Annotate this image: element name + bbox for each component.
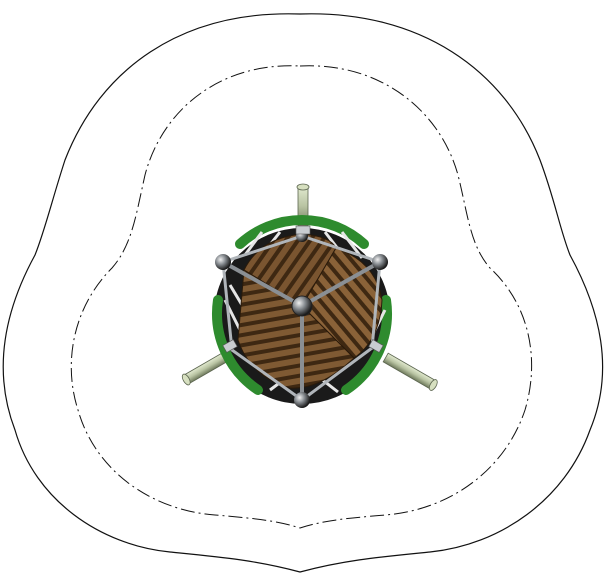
- bracket-top: [295, 225, 311, 235]
- green-ring-top: [235, 214, 369, 249]
- panel-right: [301, 247, 383, 359]
- ball-joint-left: [215, 254, 231, 270]
- ball-joint-bottom: [294, 392, 310, 408]
- rim-bars: [221, 234, 382, 402]
- panel-left: [237, 269, 355, 389]
- bracket-right: [368, 339, 384, 353]
- spokes: [221, 260, 382, 402]
- leg-right: [382, 352, 438, 391]
- center-hub: [291, 295, 313, 317]
- outer-safety-boundary: [2, 13, 604, 573]
- bracket-left: [222, 339, 238, 353]
- green-ring-left: [212, 295, 263, 395]
- spinner-equipment: [181, 183, 438, 408]
- ball-joint-right: [372, 254, 388, 270]
- inner-fall-zone-boundary: [70, 65, 533, 529]
